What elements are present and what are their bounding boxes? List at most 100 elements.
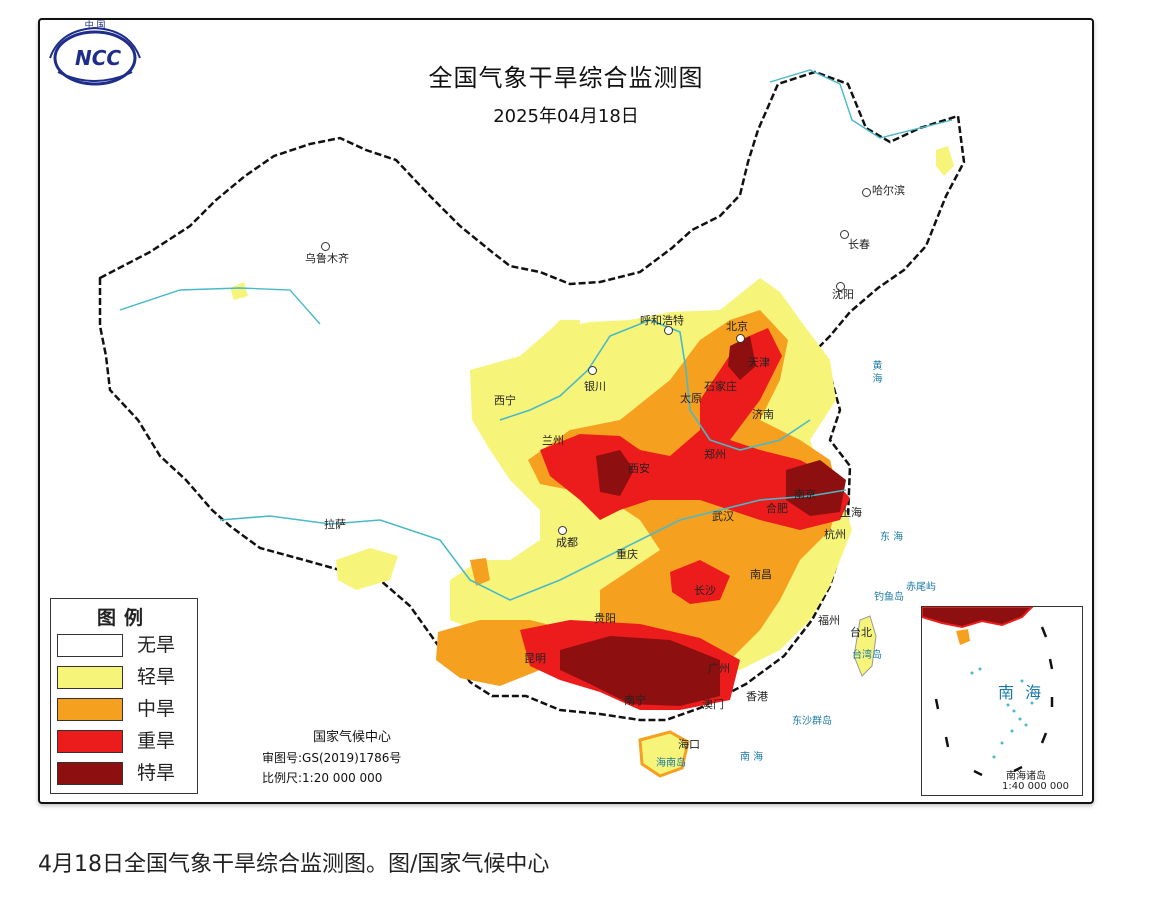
map-credits: 国家气候中心 审图号:GS(2019)1786号 比例尺:1:20 000 00…	[262, 728, 442, 788]
south-sea-inset: 南 海 南海诸岛 1:40 000 000	[921, 606, 1083, 796]
tarim-river	[119, 287, 321, 325]
city-label: 澳门	[702, 698, 724, 711]
city-label: 海口	[678, 738, 700, 751]
city-label: 南京	[794, 488, 816, 501]
legend-item-light: 轻旱	[57, 665, 193, 689]
diaoyu-label: 钓鱼岛	[874, 592, 904, 603]
city-label: 成都	[556, 536, 578, 549]
city-label: 哈尔滨	[872, 184, 905, 197]
south-sea-label: 南 海	[740, 752, 764, 763]
city-label: 昆明	[524, 652, 546, 665]
city-dot	[588, 366, 597, 375]
ncc-logo: 中 国 NCC	[49, 20, 141, 86]
legend-label: 中旱	[137, 698, 176, 720]
yellow-sea-label: 黄 海	[870, 360, 881, 384]
region-light-ordos	[530, 320, 580, 368]
city-label: 贵阳	[594, 612, 616, 625]
city-label: 沈阳	[832, 288, 854, 301]
legend-item-none: 无旱	[57, 633, 193, 657]
legend-swatch-none	[57, 634, 123, 657]
inset-nine-dash-line	[934, 626, 1054, 777]
legend-label: 轻旱	[137, 666, 176, 688]
city-label: 长沙	[694, 584, 716, 597]
city-label: 石家庄	[704, 380, 737, 393]
logo-text: NCC	[75, 46, 121, 70]
map-title: 全国气象干旱综合监测图	[428, 64, 704, 92]
inset-scale-label: 1:40 000 000	[1002, 781, 1069, 792]
legend-swatch-moderate	[57, 698, 123, 721]
dongsha-label: 东沙群岛	[792, 716, 832, 727]
city-label: 太原	[680, 392, 702, 405]
taiwan-island-label: 台湾岛	[852, 650, 882, 661]
city-label: 重庆	[616, 548, 638, 561]
legend-swatch-severe	[57, 730, 123, 753]
city-label: 上海	[840, 506, 862, 519]
east-sea-label: 东 海	[880, 532, 904, 543]
region-extreme-shaanxi	[596, 450, 634, 496]
city-label: 北京	[726, 320, 748, 333]
city-label: 银川	[584, 380, 606, 393]
city-label: 西安	[628, 462, 650, 475]
legend-title: 图例	[96, 607, 151, 629]
inset-canvas	[922, 607, 1054, 777]
region-extreme-jiangsu	[786, 460, 846, 516]
region-extreme-guangxi	[560, 636, 720, 706]
city-label: 南宁	[624, 694, 646, 707]
city-label: 拉萨	[324, 518, 346, 531]
region-light-tibet	[336, 548, 398, 590]
city-dot	[664, 326, 673, 335]
heilong-river	[769, 69, 953, 139]
legend-item-moderate: 中旱	[57, 697, 193, 721]
map-date: 2025年04月18日	[493, 106, 639, 127]
credit-org: 国家气候中心	[312, 730, 391, 745]
city-label: 呼和浩特	[640, 314, 684, 327]
city-dot	[736, 334, 745, 343]
legend-swatch-extreme	[57, 762, 123, 785]
legend-swatch-light	[57, 666, 123, 689]
city-label: 合肥	[766, 502, 788, 515]
city-dot	[836, 282, 845, 291]
inset-islands-label: 南海诸岛	[1006, 771, 1046, 782]
city-label: 天津	[748, 356, 770, 369]
legend-label: 重旱	[137, 730, 176, 752]
map-legend: 图例 无旱 轻旱 中旱 重旱 特旱	[50, 598, 198, 794]
region-light-xj	[230, 282, 248, 300]
city-dot	[558, 526, 567, 535]
region-severe-hunan	[670, 560, 730, 604]
city-dot	[862, 188, 871, 197]
region-moderate-yn	[470, 558, 490, 586]
city-label: 济南	[752, 408, 774, 421]
credit-scale: 比例尺:1:20 000 000	[262, 771, 383, 785]
inset-sea-label: 南 海	[998, 683, 1045, 702]
inset-islands	[970, 667, 1034, 759]
city-label: 香港	[746, 690, 768, 703]
yellow-river	[499, 319, 811, 451]
region-extreme-hebei	[728, 336, 756, 380]
legend-label: 无旱	[137, 634, 176, 656]
taiwan-outline	[853, 615, 877, 677]
credit-approval: 审图号:GS(2019)1786号	[262, 751, 402, 765]
hainan-outline	[638, 730, 690, 778]
legend-label: 特旱	[137, 762, 176, 784]
yangtze-river	[219, 489, 847, 601]
city-label: 郑州	[704, 448, 726, 461]
inset-coast	[922, 607, 1034, 629]
city-label: 南昌	[750, 568, 772, 581]
city-label: 武汉	[712, 510, 734, 523]
map-canvas	[98, 69, 966, 778]
city-label: 乌鲁木齐	[305, 252, 349, 265]
chiwei-label: 赤尾屿	[906, 582, 936, 593]
city-dot	[840, 230, 849, 239]
city-label: 兰州	[542, 434, 564, 447]
city-label: 台北	[850, 626, 872, 639]
inset-hainan	[956, 629, 970, 645]
city-label: 福州	[818, 614, 840, 627]
city-label: 广州	[708, 662, 730, 675]
legend-item-severe: 重旱	[57, 729, 193, 753]
region-light-ne	[936, 146, 954, 176]
city-label: 西宁	[494, 394, 516, 407]
legend-item-extreme: 特旱	[57, 761, 193, 785]
logo-top-text: 中 国	[85, 20, 106, 31]
drought-map: 中 国 NCC 全国气象干旱综合监测图 2025年04月18日 乌鲁木齐 哈尔滨…	[38, 18, 1094, 804]
figure-caption: 4月18日全国气象干旱综合监测图。图/国家气候中心	[38, 852, 550, 877]
